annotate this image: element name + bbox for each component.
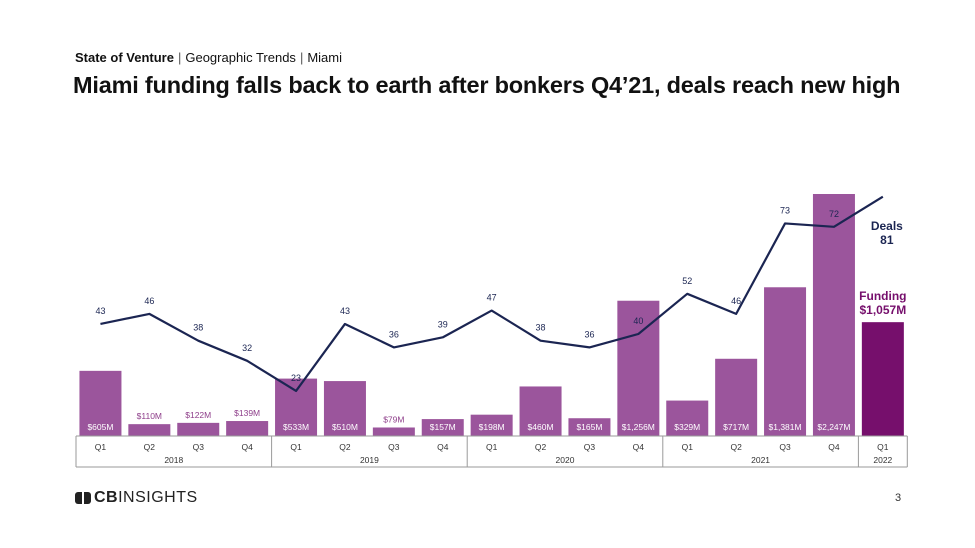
cb-insights-logo: CB INSIGHTS [75, 489, 198, 507]
quarter-tick-label: Q2 [730, 442, 742, 452]
funding-label: $79M [383, 414, 404, 424]
funding-bar [79, 370, 122, 436]
funding-callout-value: $1,057M [859, 303, 906, 317]
funding-label: $198M [479, 422, 505, 432]
deals-label: 46 [144, 296, 154, 306]
funding-label: $533M [283, 422, 309, 432]
deals-label: 32 [242, 343, 252, 353]
deals-label: 43 [340, 306, 350, 316]
funding-bar [275, 378, 318, 436]
brand-cb: CB [94, 489, 119, 506]
deals-label: 38 [536, 323, 546, 333]
funding-label: $329M [674, 422, 700, 432]
year-tick-label: 2019 [360, 455, 379, 465]
funding-label: $139M [234, 408, 260, 418]
quarter-tick-label: Q1 [877, 442, 889, 452]
quarter-tick-label: Q3 [779, 442, 791, 452]
section-name: Geographic Trends [185, 50, 296, 65]
funding-label: $460M [528, 422, 554, 432]
header-line: State of Venture | Geographic Trends | Miami [75, 50, 342, 65]
deals-label: 40 [633, 316, 643, 326]
funding-label: $717M [723, 422, 749, 432]
funding-bar [812, 194, 855, 436]
deals-line [100, 195, 884, 393]
quarter-tick-label: Q3 [193, 442, 205, 452]
funding-bar [177, 422, 220, 436]
funding-label: $110M [137, 411, 162, 421]
funding-label: $1,381M [769, 422, 802, 432]
quarter-tick-label: Q4 [437, 442, 449, 452]
funding-bar [715, 358, 758, 436]
deals-callout-value: 81 [880, 233, 894, 247]
brand-insights: INSIGHTS [118, 489, 198, 506]
quarter-tick-label: Q2 [339, 442, 351, 452]
funding-label: $165M [576, 422, 602, 432]
deals-label: 23 [291, 373, 301, 383]
deals-label: 36 [389, 329, 399, 339]
funding-label: $157M [430, 422, 456, 432]
quarter-tick-label: Q2 [144, 442, 156, 452]
funding-bar [128, 424, 171, 436]
page-title: Miami funding falls back to earth after … [73, 72, 901, 98]
funding-bar [470, 414, 513, 436]
quarter-tick-label: Q1 [95, 442, 107, 452]
quarter-tick-label: Q2 [535, 442, 547, 452]
deals-label: 39 [438, 319, 448, 329]
deals-label: 46 [731, 296, 741, 306]
funding-bar [764, 287, 807, 436]
deals-label: 38 [193, 323, 203, 333]
quarter-tick-label: Q3 [388, 442, 400, 452]
funding-bar [226, 421, 269, 436]
page-number: 3 [895, 492, 902, 504]
funding-label: $1,256M [622, 422, 655, 432]
deals-callout-label: Deals [871, 219, 903, 233]
funding-callout-label: Funding [859, 289, 906, 303]
quarter-tick-label: Q1 [682, 442, 694, 452]
funding-label: $510M [332, 422, 358, 432]
funding-bar [372, 427, 415, 436]
cb-logo-icon [75, 492, 91, 504]
region-name: Miami [307, 50, 342, 65]
deals-label: 43 [95, 306, 105, 316]
funding-bar [519, 386, 562, 436]
funding-bar [666, 400, 709, 436]
deals-label: 72 [829, 209, 839, 219]
year-tick-label: 2018 [164, 455, 183, 465]
funding-bar [421, 419, 464, 436]
quarter-tick-label: Q1 [290, 442, 302, 452]
report-name: State of Venture [75, 50, 174, 65]
deals-label: 36 [584, 329, 594, 339]
quarter-tick-label: Q4 [633, 442, 645, 452]
funding-bar [568, 418, 611, 436]
funding-label: $2,247M [817, 422, 850, 432]
quarter-tick-label: Q4 [241, 442, 253, 452]
quarter-tick-label: Q3 [584, 442, 596, 452]
deals-label: 52 [682, 276, 692, 286]
funding-label: $605M [87, 422, 113, 432]
year-tick-label: 2020 [556, 455, 575, 465]
quarter-tick-label: Q1 [486, 442, 498, 452]
funding-bar [323, 381, 366, 436]
funding-bar [861, 322, 904, 436]
funding-label: $122M [185, 410, 211, 420]
deals-label: 47 [487, 293, 497, 303]
year-tick-label: 2022 [873, 455, 892, 465]
quarter-tick-label: Q4 [828, 442, 840, 452]
year-tick-label: 2021 [751, 455, 770, 465]
deals-label: 73 [780, 205, 790, 215]
